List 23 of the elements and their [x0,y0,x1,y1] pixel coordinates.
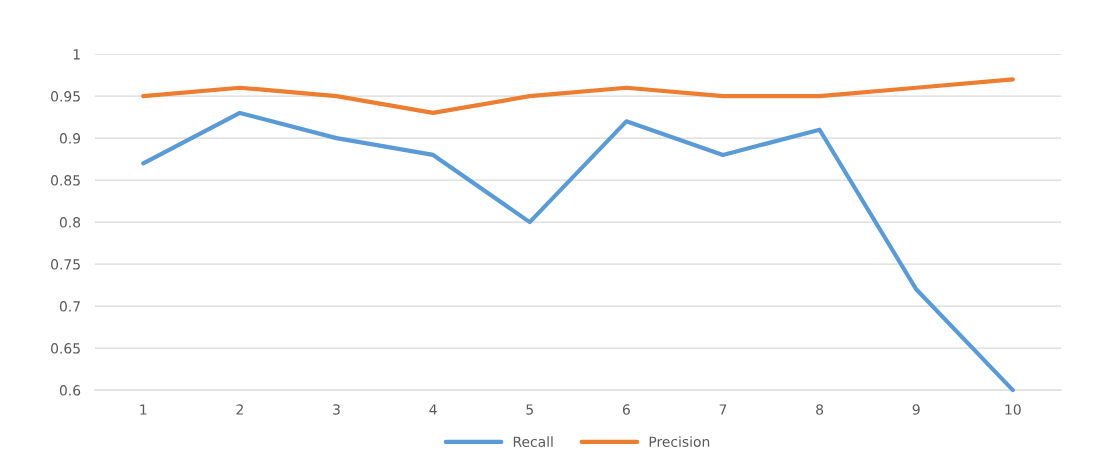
x-tick-label: 9 [912,404,920,415]
line-series [141,77,1015,116]
x-tick-label: 10 [1005,404,1021,415]
y-tick-label: 0.7 [59,301,80,312]
legend-label: Precision [649,436,710,447]
x-tick-label: 8 [816,404,824,415]
x-tick-label: 5 [526,404,533,415]
y-tick-label: 0.95 [51,91,80,102]
y-tick-label: 0.8 [59,217,81,228]
x-tick-label: 4 [429,404,437,415]
y-tick-label: 0.75 [51,259,80,270]
x-tick-label: 6 [622,404,630,415]
line-series [141,110,1015,393]
x-tick-label: 7 [719,404,727,415]
y-tick-label: 1 [73,49,80,60]
legend-label: Recall [513,436,553,447]
x-tick-label: 1 [140,404,147,415]
y-tick-label: 0.9 [59,133,81,144]
y-tick-label: 0.65 [51,343,80,354]
x-tick-label: 2 [236,404,243,415]
y-tick-label: 0.85 [51,175,80,186]
y-tick-label: 0.6 [59,385,81,396]
x-tick-label: 3 [333,404,340,415]
